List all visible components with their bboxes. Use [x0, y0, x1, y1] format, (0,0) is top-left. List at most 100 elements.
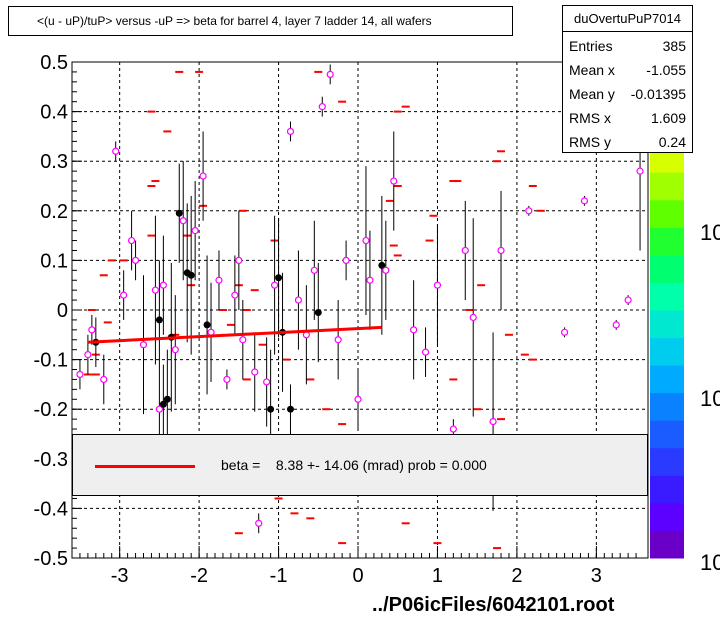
x-tick-label: -3 — [111, 565, 129, 587]
palette-band — [650, 392, 684, 421]
plot-title: <(u - uP)/tuP> versus -uP => beta for ba… — [8, 6, 513, 36]
palette-band — [650, 227, 684, 256]
data-point-open — [624, 296, 632, 304]
data-point-open — [362, 236, 370, 245]
data-point-filled — [314, 308, 322, 316]
data-point-filled — [203, 321, 211, 329]
data-point-open — [497, 246, 505, 255]
data-point-open — [255, 519, 263, 527]
data-point-open — [84, 351, 92, 359]
data-point-filled — [175, 209, 183, 217]
x-tick-label: 1 — [432, 565, 443, 587]
data-point-filled — [163, 395, 171, 403]
data-point-open — [191, 227, 199, 235]
data-point-open — [612, 321, 620, 329]
x-tick-label: -2 — [190, 565, 208, 587]
data-point-open — [525, 207, 533, 215]
data-point-open — [270, 281, 279, 289]
data-point-open — [449, 425, 457, 433]
data-point-open — [131, 256, 140, 264]
y-tick-label: 0.2 — [40, 201, 68, 223]
data-point-open — [151, 286, 160, 294]
palette-band — [650, 365, 684, 394]
y-tick-label: -0.1 — [34, 350, 68, 372]
data-point-open — [263, 378, 271, 386]
data-point-open — [580, 197, 589, 205]
data-point-open — [235, 256, 243, 264]
palette-band — [650, 337, 684, 366]
data-point-filled — [159, 400, 167, 408]
y-tick-label: -0.2 — [34, 399, 68, 421]
stat-rms-y: RMS y 0.24 — [569, 134, 686, 150]
data-point-open — [171, 346, 179, 354]
data-point-open — [239, 336, 247, 344]
x-tick-label: -1 — [270, 565, 288, 587]
data-point-open — [342, 256, 350, 264]
y-tick-label: 0.4 — [40, 102, 68, 124]
data-point-open — [318, 103, 326, 111]
stat-mean-x: Mean x -1.055 — [569, 62, 686, 78]
data-point-open — [179, 217, 187, 225]
stats-box: duOvertuPuP7014 Entries 385 Mean x -1.05… — [562, 5, 693, 153]
data-point-open — [76, 370, 84, 379]
data-point-open — [560, 328, 569, 336]
y-tick-label: -0.4 — [34, 498, 68, 520]
stats-name: duOvertuPuP7014 — [563, 6, 692, 32]
data-point-open — [310, 266, 318, 274]
palette-band — [650, 530, 684, 559]
palette-band — [650, 254, 684, 283]
data-point-open — [112, 147, 120, 155]
fit-line — [87, 325, 382, 344]
palette-band — [650, 475, 684, 504]
x-tick-label: 0 — [352, 565, 363, 587]
data-point-open — [354, 395, 362, 403]
legend-line-swatch — [95, 465, 195, 468]
file-path-label: ../P06icFiles/6042101.root — [372, 594, 615, 616]
data-point-open — [231, 291, 239, 299]
data-point-open — [159, 281, 167, 289]
palette-label-top: 10 — [700, 220, 720, 245]
legend-text: beta = 8.38 +- 14.06 (mrad) prob = 0.000 — [221, 457, 487, 473]
palette-label-middle: 10 — [700, 386, 720, 411]
data-point-open — [433, 281, 442, 289]
data-point-open — [139, 341, 148, 349]
y-tick-label: -0.5 — [34, 548, 68, 570]
data-point-open — [326, 70, 334, 79]
data-point-open — [421, 348, 430, 356]
data-point-open — [294, 296, 303, 304]
palette-band — [650, 172, 684, 201]
data-point-filled — [267, 405, 275, 413]
data-point-open — [390, 177, 398, 185]
y-tick-label: 0.3 — [40, 151, 68, 173]
stat-rms-x: RMS x 1.609 — [569, 110, 686, 126]
y-tick-label: 0 — [57, 300, 68, 322]
data-point-open — [88, 326, 96, 334]
stat-entries: Entries 385 — [569, 38, 686, 54]
data-point-open — [223, 375, 231, 384]
fit-legend: beta = 8.38 +- 14.06 (mrad) prob = 0.000 — [72, 434, 648, 496]
data-point-open — [469, 313, 477, 322]
data-point-open — [199, 172, 207, 180]
palette-band — [650, 420, 684, 449]
plot-title-text: <(u - uP)/tuP> versus -uP => beta for ba… — [37, 14, 432, 28]
x-tick-label: 3 — [591, 565, 602, 587]
palette-label-bottom: 10 — [700, 550, 720, 575]
data-point-filled — [187, 271, 195, 279]
y-tick-label: -0.3 — [34, 449, 68, 471]
axes: -0.5 -0.4 -0.3 -0.2 -0.1 0 0.1 0.2 0.3 0.4 0.5 -3 -2… — [34, 52, 637, 587]
data-point-open — [251, 368, 259, 376]
y-tick-label: 0.1 — [40, 250, 68, 272]
y-tick-label: 0.5 — [40, 52, 68, 74]
palette-band — [650, 447, 684, 476]
data-point-open — [489, 418, 497, 426]
palette-band — [650, 199, 684, 228]
x-tick-label: 2 — [511, 565, 522, 587]
data-point-filled — [286, 405, 294, 413]
palette-band — [650, 282, 684, 311]
data-point-open — [286, 127, 295, 136]
data-point-open — [366, 276, 374, 284]
data-point-filled — [155, 316, 163, 324]
data-point-open — [410, 326, 418, 334]
data-point-open — [461, 246, 469, 255]
data-point-filled — [378, 261, 386, 269]
